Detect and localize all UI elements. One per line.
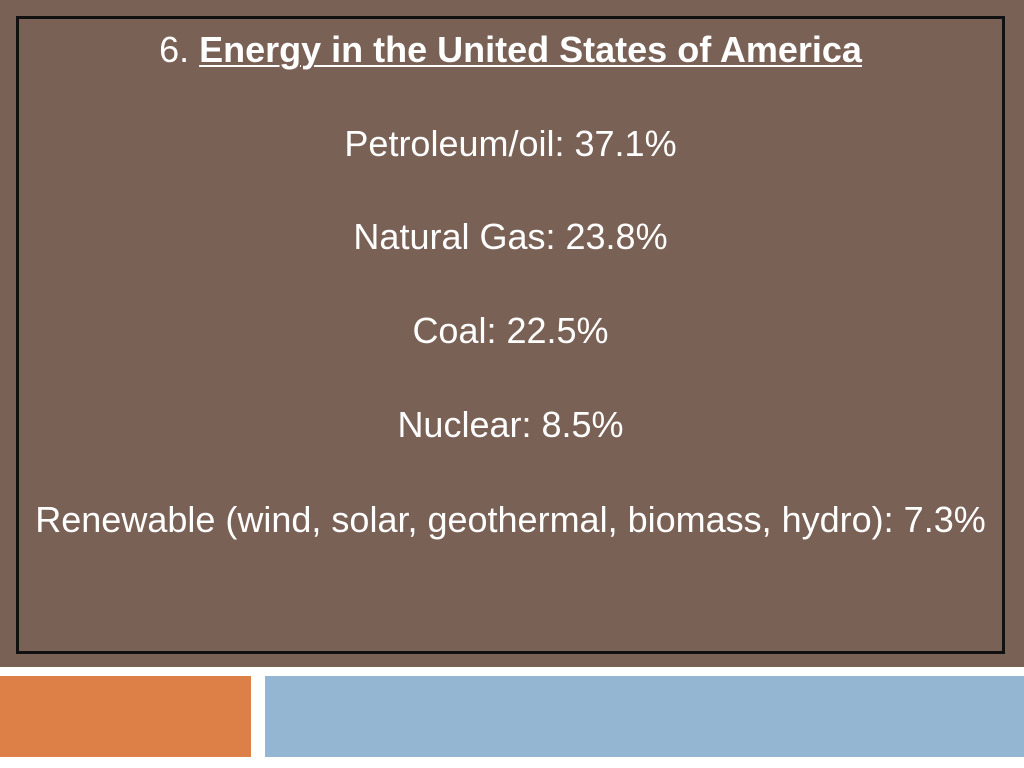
slide-heading: 6. Energy in the United States of Americ… xyxy=(19,25,1002,75)
energy-item-natural-gas: Natural Gas: 23.8% xyxy=(353,216,668,257)
energy-item-renewable: Renewable (wind, solar, geothermal, biom… xyxy=(35,499,986,540)
footer-accent-orange xyxy=(0,676,251,757)
text-box: 6. Energy in the United States of Americ… xyxy=(16,16,1005,654)
energy-item-coal: Coal: 22.5% xyxy=(412,310,609,351)
content-panel: 6. Energy in the United States of Americ… xyxy=(0,0,1024,667)
footer-accent-blue xyxy=(265,676,1024,757)
energy-item-petroleum: Petroleum/oil: 37.1% xyxy=(344,123,677,164)
slide-title: Energy in the United States of America xyxy=(199,29,862,70)
slide-number: 6. xyxy=(159,29,190,70)
energy-item-nuclear: Nuclear: 8.5% xyxy=(397,404,624,445)
